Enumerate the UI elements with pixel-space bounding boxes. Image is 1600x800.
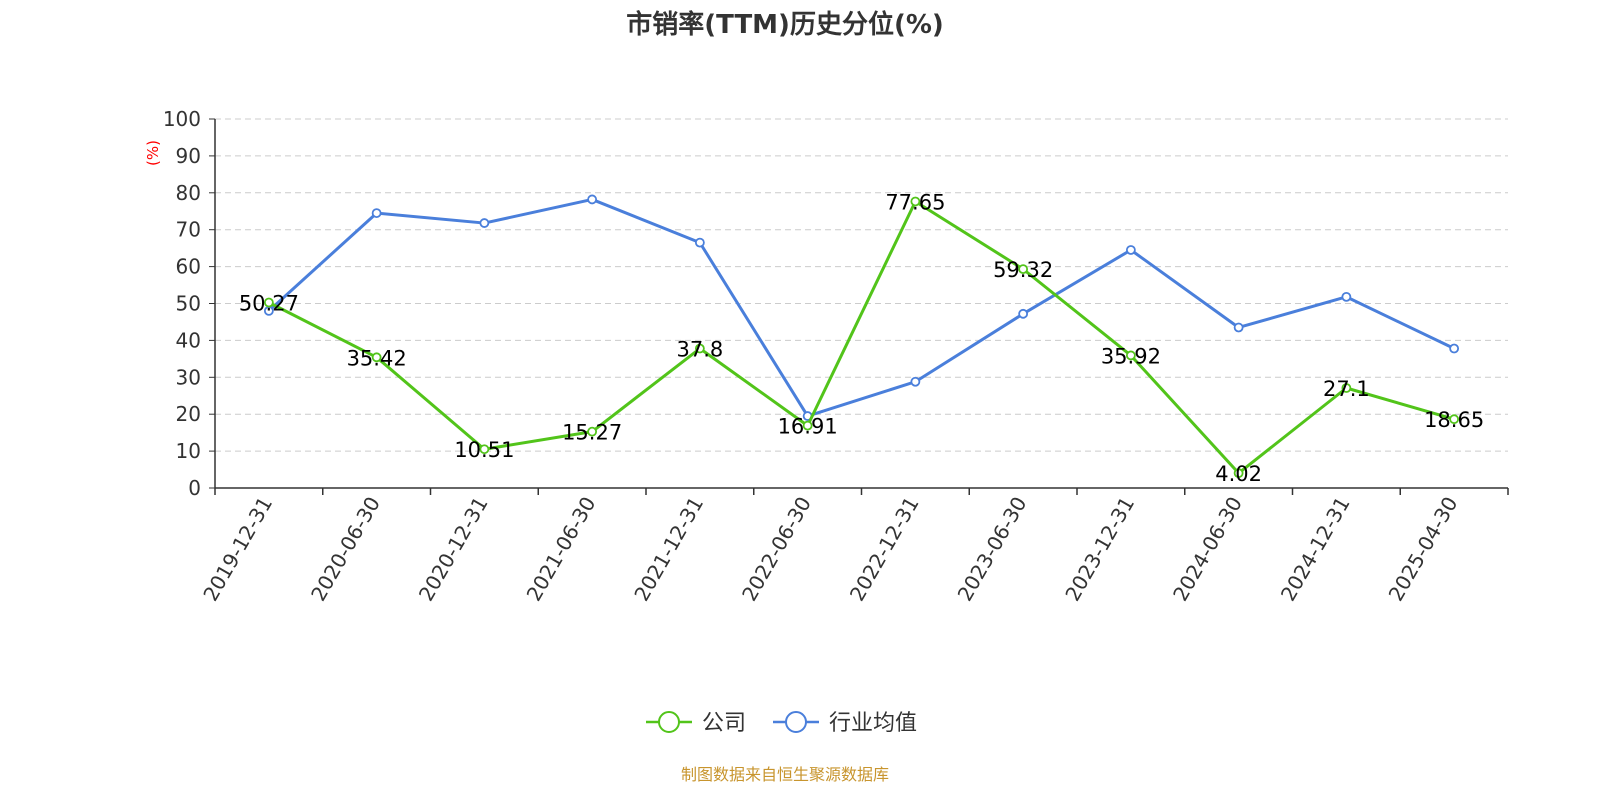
- data-label: 10.51: [454, 438, 514, 462]
- data-label: 77.65: [885, 190, 945, 214]
- data-point[interactable]: [1018, 264, 1029, 275]
- data-point[interactable]: [371, 208, 382, 218]
- legend-label: 公司: [702, 711, 746, 736]
- data-label: 59.32: [993, 258, 1053, 282]
- data-point[interactable]: [1449, 343, 1460, 354]
- legend-circle-icon: [785, 711, 807, 733]
- data-label: 37.8: [676, 338, 723, 362]
- y-tick-label: 10: [176, 439, 201, 463]
- data-point[interactable]: [1233, 468, 1244, 479]
- data-point[interactable]: [479, 444, 490, 455]
- data-label: 35.92: [1101, 344, 1161, 368]
- data-label: 50.27: [239, 292, 299, 316]
- legend[interactable]: 公司 行业均值: [646, 711, 917, 736]
- data-point[interactable]: [802, 420, 813, 431]
- x-tick-label: 2025-04-30: [1384, 493, 1463, 606]
- data-label: 18.65: [1424, 408, 1484, 432]
- grid-lines: [215, 118, 1508, 452]
- x-tick-label: 2019-12-31: [198, 493, 277, 606]
- y-tick-label: 90: [176, 144, 201, 168]
- x-tick-label: 2020-12-31: [414, 493, 493, 606]
- x-tick-label: 2023-06-30: [953, 493, 1032, 606]
- legend-label: 行业均值: [829, 711, 917, 736]
- data-point[interactable]: [694, 237, 705, 248]
- data-point[interactable]: [1233, 322, 1244, 333]
- x-tick-label: 2024-12-31: [1276, 493, 1355, 606]
- data-point[interactable]: [910, 376, 921, 387]
- data-label: 27.1: [1323, 377, 1370, 401]
- y-tick-label: 30: [176, 365, 201, 389]
- y-axis-unit-label: (%): [144, 140, 162, 166]
- series-line: [268, 199, 1455, 475]
- series-line: [267, 197, 1455, 418]
- data-point[interactable]: [1125, 245, 1136, 255]
- y-tick-label: 80: [176, 181, 201, 205]
- data-label: 4.02: [1215, 462, 1262, 486]
- y-axis-ticks: 0 10 20 30 40 50 60 70 80 90 100: [163, 107, 215, 500]
- data-point[interactable]: [263, 297, 274, 308]
- data-label: 15.27: [562, 421, 622, 445]
- data-point[interactable]: [1125, 350, 1136, 361]
- data-point[interactable]: [479, 218, 490, 228]
- legend-item-1[interactable]: 行业均值: [773, 711, 917, 736]
- legend-item-0[interactable]: 公司: [646, 711, 746, 736]
- x-tick-label: 2024-06-30: [1168, 493, 1247, 606]
- data-point[interactable]: [694, 343, 705, 354]
- data-point[interactable]: [1341, 291, 1352, 302]
- y-tick-label: 0: [188, 476, 201, 500]
- data-point[interactable]: [587, 194, 598, 205]
- x-tick-label: 2021-12-31: [629, 493, 708, 606]
- y-tick-label: 40: [176, 328, 201, 352]
- y-tick-label: 50: [176, 292, 201, 316]
- x-tick-label: 2021-06-30: [522, 493, 601, 606]
- data-source-note: 制图数据来自恒生聚源数据库: [681, 765, 889, 784]
- y-tick-label: 60: [176, 255, 201, 279]
- x-tick-label: 2022-12-31: [845, 493, 924, 606]
- x-axis-ticks: 2019-12-31 2020-06-30 2020-12-31 2021-06-30…: [198, 488, 1509, 606]
- x-tick-label: 2020-06-30: [306, 493, 385, 606]
- legend-circle-icon: [658, 711, 680, 733]
- y-tick-label: 70: [176, 218, 201, 242]
- data-label: 35.42: [347, 346, 407, 370]
- x-tick-label: 2023-12-31: [1060, 493, 1139, 606]
- data-point[interactable]: [1341, 383, 1352, 393]
- data-point[interactable]: [910, 196, 921, 207]
- series-layer: 50.27 35.42 10.51 15.27 37.8 16.91 77.65 59.32 3…: [239, 190, 1484, 486]
- data-label: 16.91: [778, 415, 838, 439]
- series-1: [263, 194, 1460, 421]
- series-0: [263, 196, 1460, 479]
- y-tick-label: 20: [176, 402, 201, 426]
- data-point[interactable]: [1018, 308, 1029, 319]
- chart-title: 市销率(TTM)历史分位(%): [626, 9, 944, 40]
- data-point[interactable]: [587, 426, 598, 437]
- x-tick-label: 2022-06-30: [737, 493, 816, 606]
- data-point[interactable]: [1449, 414, 1460, 425]
- data-labels: 50.27 35.42 10.51 15.27 37.8 16.91 77.65 59.32 3…: [239, 190, 1484, 486]
- data-point[interactable]: [371, 352, 382, 363]
- y-tick-label: 100: [163, 107, 201, 131]
